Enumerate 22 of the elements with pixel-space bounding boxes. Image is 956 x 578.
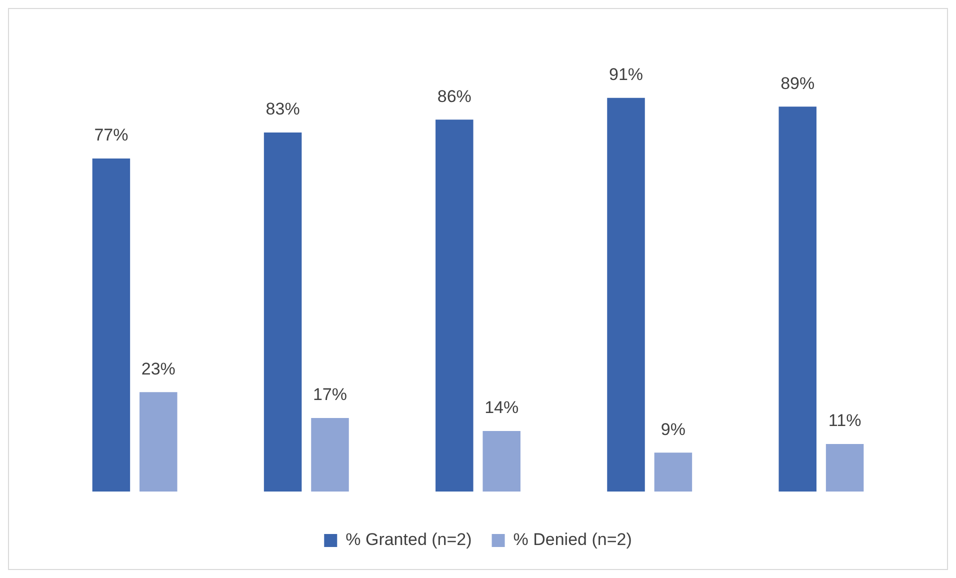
legend-label: % Granted (n=2) xyxy=(346,530,472,550)
bar xyxy=(92,158,130,492)
bar xyxy=(436,120,474,492)
data-label: 9% xyxy=(660,420,686,439)
bar xyxy=(778,106,816,492)
data-label: 91% xyxy=(608,65,644,84)
bar xyxy=(140,392,178,492)
data-label: 83% xyxy=(266,100,300,119)
bar xyxy=(826,444,864,492)
data-label: 77% xyxy=(94,126,128,145)
data-label: 23% xyxy=(141,359,176,378)
legend-label: % Denied (n=2) xyxy=(513,530,632,550)
data-label: 11% xyxy=(828,411,862,430)
data-label: 17% xyxy=(312,385,348,404)
data-label: 86% xyxy=(437,86,472,106)
bar xyxy=(264,132,302,492)
bar xyxy=(311,418,349,492)
data-label: 14% xyxy=(484,398,519,418)
bar xyxy=(607,98,645,492)
bar xyxy=(654,452,692,492)
bar xyxy=(482,431,520,492)
data-label: 89% xyxy=(780,74,815,93)
